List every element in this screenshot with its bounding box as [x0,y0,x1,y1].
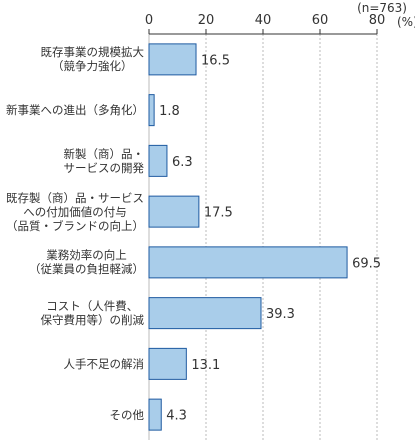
bar-7 [148,398,162,431]
data-label-4: 69.5 [352,256,381,271]
data-label-1: 1.8 [159,104,180,119]
data-label-5: 39.3 [266,307,295,322]
bar-6 [148,347,187,380]
category-label-0: 既存事業の規模拡大 （競争力強化） [41,45,145,73]
category-label-3: 既存製（商）品・サービス への付加価値の付与 （品質・ブランドの向上） [6,191,144,233]
bar-0 [148,43,197,76]
data-label-6: 13.1 [191,358,220,373]
tick-label-0: 0 [145,13,153,28]
category-label-line: （品質・ブランドの向上） [6,218,144,233]
category-label-line: 新製（商）品・ [63,146,145,161]
category-label-line: コスト（人件費、 [46,299,139,314]
bar-1 [148,94,155,127]
bar-4 [148,246,348,279]
bar-3 [148,195,200,228]
category-label-line: その他 [109,407,145,422]
category-label-1: 新事業への進出（多角化） [6,103,144,117]
data-label-3: 17.5 [204,206,233,221]
data-label-0: 16.5 [201,53,230,68]
category-label-4: 業務効率の向上 （従業員の負担軽減） [29,248,144,276]
category-label-line: への付加価値の付与 [23,204,127,219]
category-label-7: その他 [110,408,145,422]
category-label-line: 既存製（商）品・サービス [6,190,144,205]
tick-label-40: 40 [255,13,272,28]
tick-label-60: 60 [312,13,329,28]
category-label-line: 保守費用等）の削減 [40,313,145,328]
tick-label-80: 80 [369,13,386,28]
category-label-2: 新製（商）品・ サービスの開発 [64,147,145,175]
tick-label-20: 20 [198,13,215,28]
category-label-line: （従業員の負担軽減） [29,262,144,277]
category-label-line: （競争力強化） [52,59,133,74]
bar-2 [148,144,168,177]
category-label-line: 人手不足の解消 [63,356,145,371]
category-label-6: 人手不足の解消 [64,357,145,371]
unit-label: (%) [397,15,415,29]
data-label-2: 6.3 [172,155,193,170]
category-label-line: サービスの開発 [63,160,145,175]
category-label-5: コスト（人件費、 保守費用等）の削減 [41,299,145,327]
category-label-line: 新事業への進出（多角化） [6,103,144,118]
category-label-line: 業務効率の向上 [46,248,127,263]
category-label-line: 既存事業の規模拡大 [40,45,145,60]
bar-5 [148,297,262,330]
sample-size-note: (n=763) [357,1,407,15]
data-label-7: 4.3 [166,409,187,424]
